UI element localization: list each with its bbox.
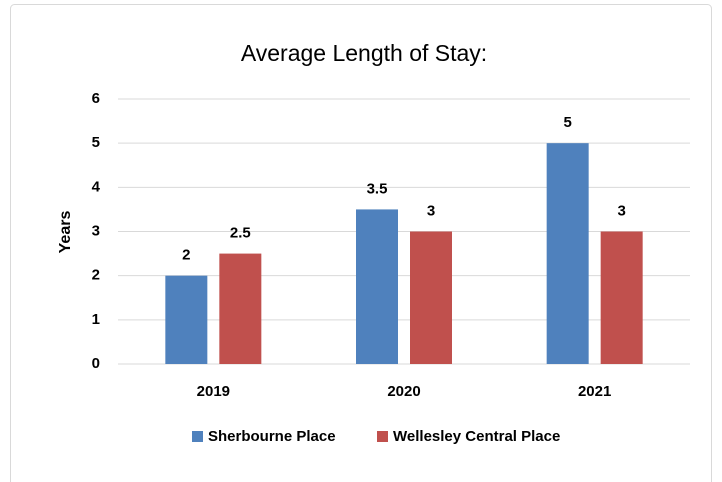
bar [219, 253, 262, 364]
y-tick-label: 6 [92, 90, 100, 107]
legend-label: Sherbourne Place [208, 428, 336, 445]
x-tick-label: 2019 [197, 383, 230, 400]
x-tick-label: 2020 [387, 383, 420, 400]
bar [600, 231, 643, 364]
data-label: 3.5 [367, 180, 388, 197]
chart-title: Average Length of Stay: [241, 40, 487, 66]
data-label: 5 [563, 114, 571, 131]
bar [410, 231, 452, 364]
data-label: 3 [427, 202, 435, 219]
legend-swatch [377, 431, 388, 442]
y-tick-label: 2 [92, 267, 100, 284]
y-tick-label: 1 [92, 311, 100, 328]
bar [546, 143, 589, 364]
legend-swatch [192, 431, 203, 442]
data-label: 2 [182, 247, 190, 264]
bar [165, 275, 208, 364]
data-label: 3 [617, 202, 625, 219]
y-axis-label: Years [57, 211, 74, 254]
y-tick-label: 5 [92, 134, 100, 151]
bar [356, 209, 398, 364]
y-tick-label: 3 [92, 222, 100, 239]
legend-label: Wellesley Central Place [393, 428, 560, 445]
y-tick-label: 0 [92, 355, 100, 372]
data-label: 2.5 [230, 225, 251, 242]
y-tick-label: 4 [92, 178, 101, 195]
x-tick-label: 2021 [578, 383, 611, 400]
